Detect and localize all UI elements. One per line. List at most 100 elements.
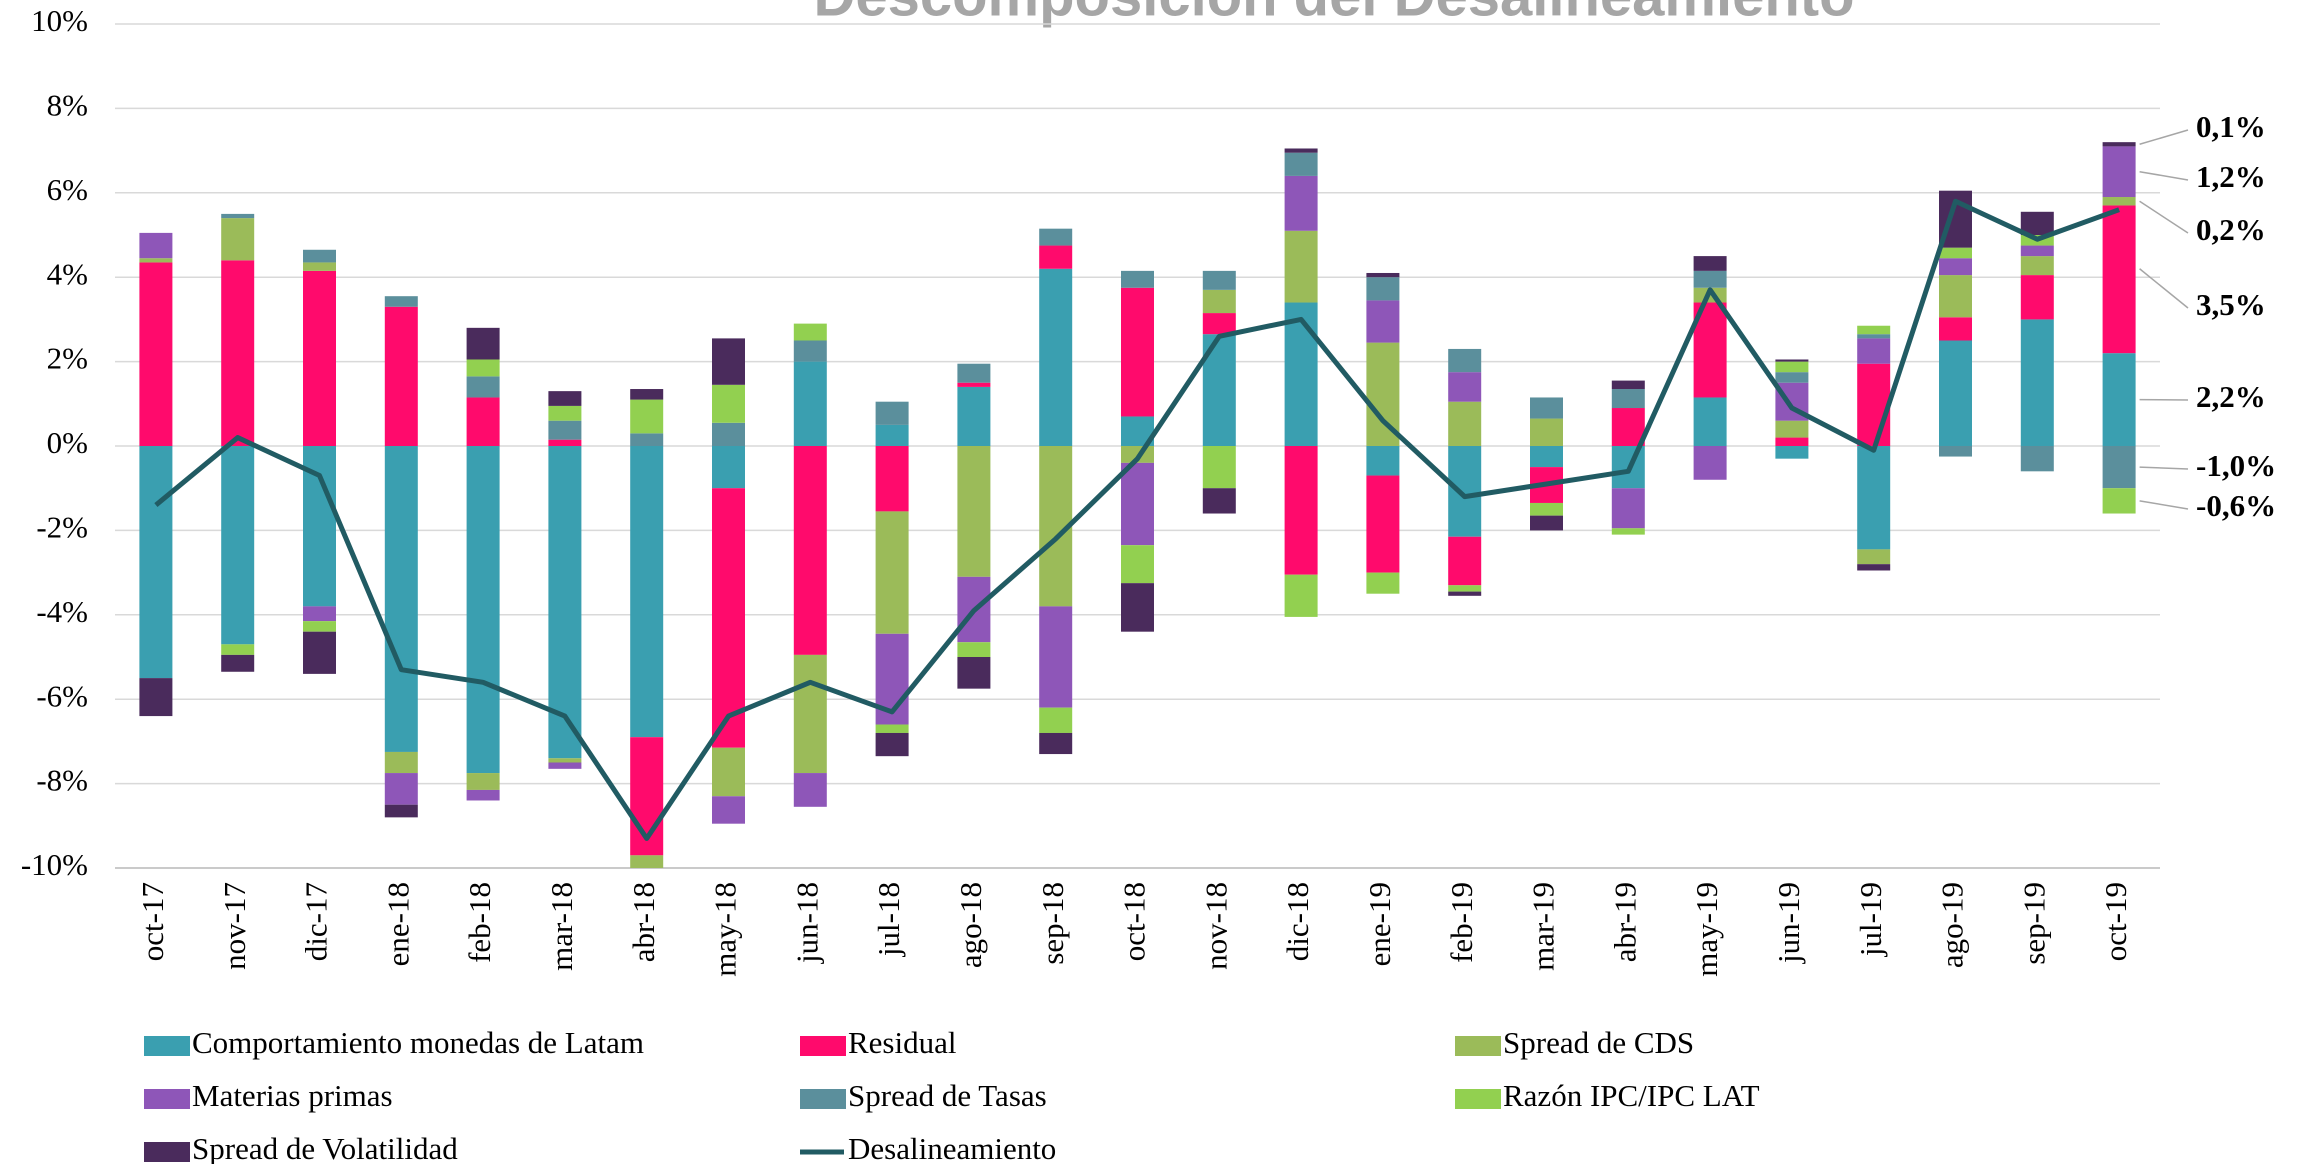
annotation: -1,0% <box>2196 448 2276 483</box>
x-tick-label: ene-18 <box>380 882 415 966</box>
bar-segment <box>1448 348 1482 373</box>
bar-segment <box>1366 272 1400 278</box>
bar-segment <box>1530 515 1563 531</box>
bar-segment <box>957 363 991 383</box>
bar-segment <box>1775 420 1809 438</box>
legend-swatch <box>144 1142 190 1162</box>
annotation: 3,5% <box>2196 287 2266 322</box>
bar-segment <box>1121 462 1154 546</box>
bar-segment <box>1530 502 1563 516</box>
legend-swatch <box>144 1036 190 1056</box>
bar-segment <box>2102 142 2136 147</box>
bar-segment <box>1039 245 1073 269</box>
annotation: -0,6% <box>2196 488 2276 523</box>
bar-segment <box>221 644 255 655</box>
y-tick-label: 6% <box>47 172 88 207</box>
bar-segment <box>1448 401 1482 446</box>
x-tick-label: ago-18 <box>953 882 988 968</box>
bar-segment <box>548 446 582 759</box>
bar-segment <box>466 446 500 774</box>
bar-segment <box>793 654 827 774</box>
bar-segment <box>1611 528 1645 535</box>
bar-segment <box>1775 437 1809 446</box>
bar-segment <box>712 446 745 489</box>
bar-segment <box>1284 152 1318 176</box>
bar-segment <box>1857 338 1891 364</box>
legend-label: Spread de Volatilidad <box>192 1131 458 1164</box>
bar-segment <box>1202 313 1236 335</box>
legend-swatch <box>1455 1089 1501 1109</box>
bar-segment <box>957 642 991 657</box>
x-tick-label: ago-19 <box>1935 882 1970 968</box>
bar-segment <box>1039 228 1073 246</box>
legend-label: Spread de Tasas <box>848 1078 1047 1113</box>
bar-segment <box>548 420 582 440</box>
bar-segment <box>466 789 500 801</box>
bar-segment <box>466 376 500 398</box>
bar-segment <box>221 446 255 645</box>
bar-segment <box>303 621 336 632</box>
bar-segment <box>1939 446 1972 457</box>
bar-segment <box>1366 300 1400 343</box>
bar-segment <box>793 323 827 341</box>
bar-segment <box>303 262 336 271</box>
bar-segment <box>1202 289 1236 314</box>
bar-segment <box>1939 247 1972 259</box>
bar-segment <box>221 213 255 219</box>
y-tick-label: 2% <box>47 341 88 376</box>
bar-segment <box>1284 148 1318 153</box>
bar-segment <box>1039 606 1073 708</box>
bar-segment <box>875 401 909 425</box>
x-tick-label: feb-19 <box>1444 882 1479 963</box>
annotation-leader <box>2139 268 2189 309</box>
bar-segment <box>1611 389 1645 409</box>
bar-segment <box>303 631 336 674</box>
bar-segment <box>2020 256 2054 276</box>
bar-segment <box>1039 732 1073 755</box>
bar-segment <box>1121 287 1154 417</box>
bar-segment <box>303 606 336 622</box>
bar-segment <box>1693 256 1727 271</box>
bar-segment <box>957 446 991 577</box>
bar-segment <box>1775 359 1809 362</box>
bar-segment <box>630 433 664 446</box>
y-tick-label: 8% <box>47 88 88 123</box>
bar-segment <box>2102 488 2136 514</box>
x-tick-label: feb-18 <box>462 882 497 963</box>
y-tick-label: 4% <box>47 256 88 291</box>
bar-segment <box>1530 446 1563 468</box>
bar-segment <box>1693 270 1727 288</box>
x-tick-label: may-19 <box>1689 882 1724 977</box>
bar-segment <box>1284 230 1318 303</box>
y-tick-label: 0% <box>47 425 88 460</box>
x-tick-label: abr-19 <box>1607 882 1642 962</box>
legend-swatch <box>800 1036 846 1056</box>
x-tick-label: nov-18 <box>1198 882 1233 970</box>
bar-segment <box>712 384 745 423</box>
annotation: 2,2% <box>2196 379 2266 414</box>
bar-segment <box>2020 446 2054 472</box>
bar-segment <box>712 488 745 748</box>
bar-segment <box>384 446 418 752</box>
bar-segment <box>466 397 500 446</box>
x-tick-label: may-18 <box>708 882 743 977</box>
x-tick-label: oct-19 <box>2098 882 2133 961</box>
x-tick-label: sep-18 <box>1035 882 1070 965</box>
bar-segment <box>384 773 418 805</box>
bar-segment <box>1366 572 1400 594</box>
bar-segment <box>1202 488 1236 514</box>
bar-segment <box>548 439 582 446</box>
bar-segment <box>1366 277 1400 301</box>
bar-segment <box>548 391 582 406</box>
bar-segment <box>1366 446 1400 476</box>
x-tick-label: jun-18 <box>789 882 824 964</box>
bar-segment <box>793 340 827 362</box>
y-tick-label: 10% <box>31 3 88 38</box>
bar-segment <box>2102 205 2136 354</box>
annotation: 1,2% <box>2196 159 2266 194</box>
x-tick-label: mar-19 <box>1526 882 1561 971</box>
bar-segment <box>875 511 909 634</box>
bar-segment <box>1857 549 1891 565</box>
bar-segment <box>1857 325 1891 335</box>
